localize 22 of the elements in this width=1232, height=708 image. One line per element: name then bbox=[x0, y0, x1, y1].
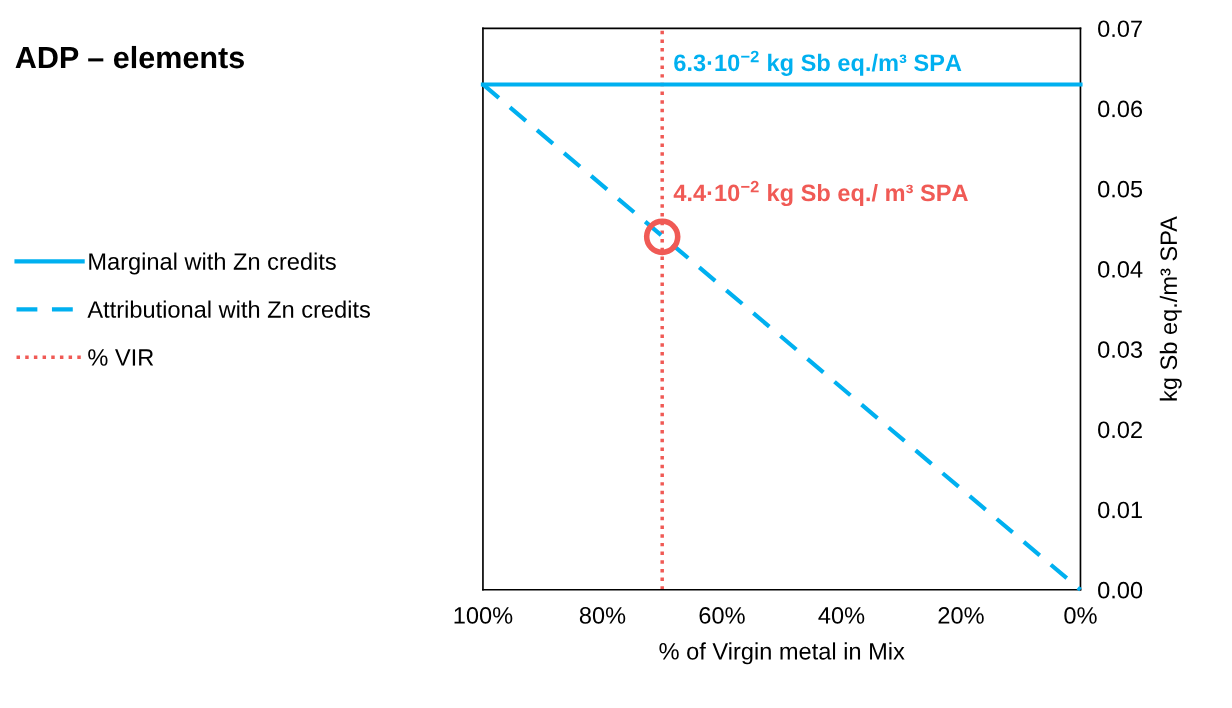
y-tick-label: 0.04 bbox=[1098, 261, 1143, 278]
x-tick-label: 60% bbox=[699, 607, 745, 624]
y-tick-label: 0.05 bbox=[1098, 180, 1143, 198]
x-tick-label: 80% bbox=[579, 607, 626, 624]
x-tick-label: 100% bbox=[454, 607, 513, 624]
x-axis-title: % of Virgin metal in Mix bbox=[659, 642, 905, 665]
legend-label: Attributional with Zn credits bbox=[87, 300, 370, 318]
y-tick-label: 0.02 bbox=[1098, 421, 1142, 439]
x-tick-label: 40% bbox=[818, 607, 865, 624]
y-tick-label: 0.07 bbox=[1098, 20, 1142, 38]
annotation: 4.4·10$^{−2}$ kg Sb eq./ m³ SPA bbox=[673, 180, 968, 207]
y-tick-label: 0.06 bbox=[1098, 100, 1143, 118]
y-tick-label: 0.00 bbox=[1098, 581, 1143, 599]
x-tick-label: 0% bbox=[1064, 607, 1097, 624]
text: ADP – elements bbox=[15, 45, 244, 69]
legend-label: Marginal with Zn credits bbox=[89, 252, 336, 275]
y-tick-label: 0.01 bbox=[1098, 501, 1142, 519]
annotation: 6.3·10$^{−2}$ kg Sb eq./m³ SPA bbox=[674, 50, 962, 76]
y-tick-label: 0.03 bbox=[1098, 341, 1143, 358]
x-tick-label: 20% bbox=[938, 607, 984, 624]
legend-label: % VIR bbox=[88, 349, 154, 366]
y-axis-title: kg Sb eq./m³ SPA bbox=[1159, 216, 1182, 401]
